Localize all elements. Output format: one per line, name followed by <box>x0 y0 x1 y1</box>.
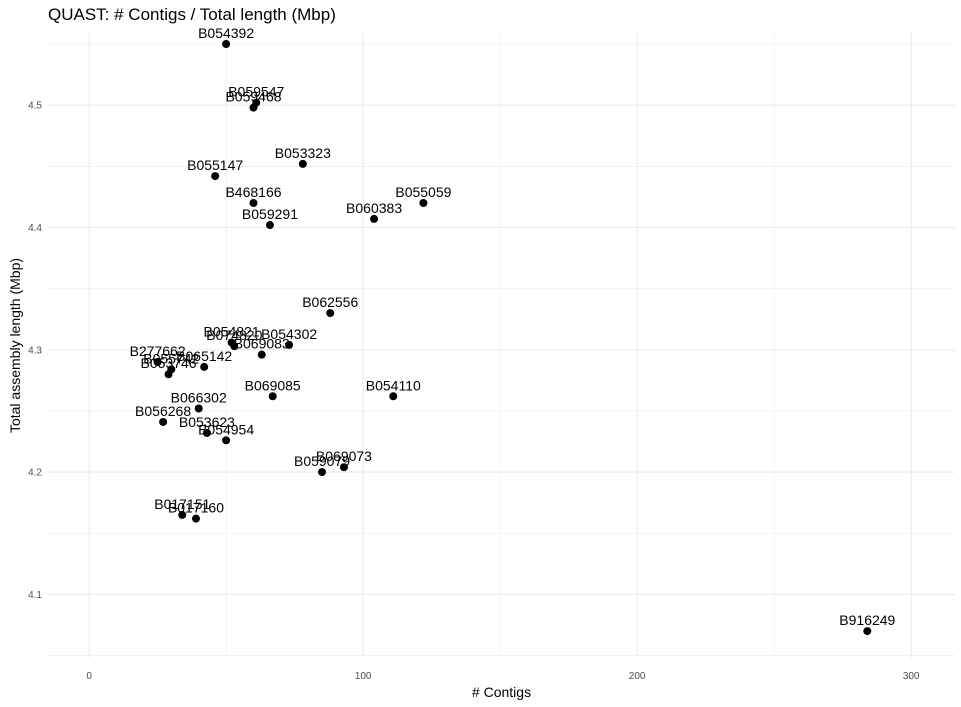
point-B066302 <box>194 404 203 413</box>
point-B069073 <box>339 463 348 472</box>
y-tick-label: 4.4 <box>28 223 42 234</box>
point-label-B277662: B277662 <box>130 343 186 359</box>
point-label-B069085: B069085 <box>245 377 301 393</box>
point-label-B053323: B053323 <box>275 145 331 161</box>
point-label-B062556: B062556 <box>302 294 358 310</box>
point-B069085 <box>268 392 277 401</box>
y-axis-title: Total assembly length (Mbp) <box>7 258 23 433</box>
point-B053746 <box>164 370 173 379</box>
point-label-B074820: B074820 <box>206 327 262 343</box>
x-axis-ticks: 0 100 200 300 <box>86 671 920 682</box>
y-tick-label: 4.3 <box>28 345 42 356</box>
point-label-B059468: B059468 <box>225 89 281 105</box>
point-B017151 <box>178 510 187 519</box>
point-label-B055059: B055059 <box>395 184 451 200</box>
point-B056268 <box>159 417 168 426</box>
y-tick-label: 4.1 <box>28 590 42 601</box>
point-label-B916249: B916249 <box>839 612 895 628</box>
point-B069083 <box>257 350 266 359</box>
point-label-B059291: B059291 <box>242 206 298 222</box>
point-label-B066302: B066302 <box>171 389 227 405</box>
grid-minor <box>48 33 955 658</box>
point-B059468 <box>249 103 258 112</box>
point-B055059 <box>419 199 428 208</box>
point-B054110 <box>389 392 398 401</box>
y-tick-label: 4.2 <box>28 468 42 479</box>
point-label-B054110: B054110 <box>366 377 421 393</box>
point-B059291 <box>265 221 274 230</box>
x-tick-label: 0 <box>86 671 92 682</box>
point-label-B053623: B053623 <box>179 414 235 430</box>
point-B916249 <box>863 627 872 636</box>
x-tick-label: 200 <box>629 671 646 682</box>
x-tick-label: 100 <box>355 671 372 682</box>
chart-title: QUAST: # Contigs / Total length (Mbp) <box>48 5 336 24</box>
grid-major <box>48 33 955 658</box>
y-tick-label: 4.5 <box>28 101 42 112</box>
point-B065142 <box>200 362 209 371</box>
data-points <box>153 40 872 636</box>
point-label-B065142: B065142 <box>176 348 232 364</box>
x-tick-label: 300 <box>903 671 920 682</box>
point-label-B059547: B059547 <box>228 84 284 100</box>
point-label-B017151: B017151 <box>154 496 210 512</box>
point-label-B069073: B069073 <box>316 448 372 464</box>
point-B054392 <box>222 40 231 49</box>
point-label-B053746: B053746 <box>141 355 197 371</box>
point-label-B055742: B055742 <box>143 350 199 366</box>
y-axis-ticks: 4.1 4.2 4.3 4.4 4.5 <box>28 101 42 601</box>
x-axis-title: # Contigs <box>472 684 531 700</box>
point-label-B060383: B060383 <box>346 200 402 216</box>
point-B059079 <box>318 468 327 477</box>
point-label-B054392: B054392 <box>198 25 254 41</box>
point-label-B468166: B468166 <box>225 184 281 200</box>
point-label-B069083: B069083 <box>234 336 290 352</box>
point-label-B054954: B054954 <box>198 421 254 437</box>
point-B054302 <box>285 340 294 349</box>
point-label-B054302: B054302 <box>261 326 317 342</box>
point-B054954 <box>222 436 231 445</box>
point-label-B059079: B059079 <box>294 453 350 469</box>
point-B074820 <box>230 342 239 351</box>
point-label-B017160: B017160 <box>168 500 224 516</box>
point-B055147 <box>211 172 220 181</box>
point-label-B056268: B056268 <box>135 403 191 419</box>
point-B017160 <box>191 514 200 523</box>
point-B053623 <box>202 428 211 437</box>
point-B053323 <box>298 159 307 168</box>
point-B468166 <box>249 199 258 208</box>
point-B060383 <box>370 214 379 223</box>
point-B062556 <box>326 309 335 318</box>
point-B277662 <box>153 358 162 367</box>
point-label-B054821: B054821 <box>204 323 260 339</box>
point-label-B055147: B055147 <box>187 157 243 173</box>
